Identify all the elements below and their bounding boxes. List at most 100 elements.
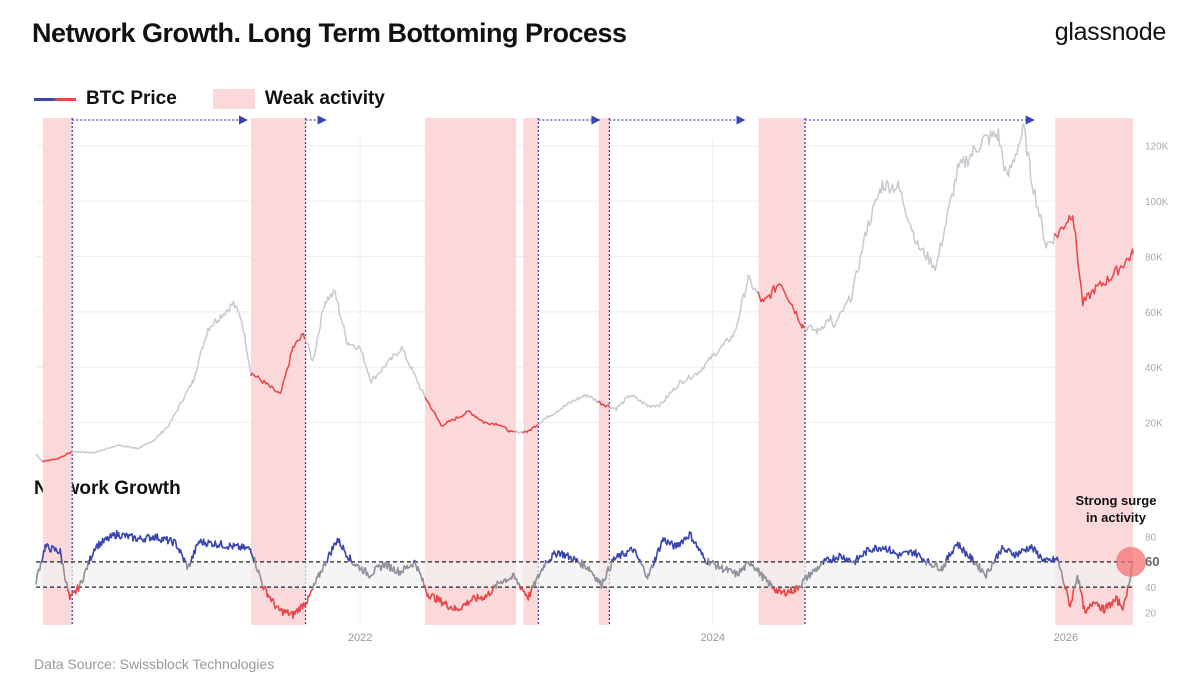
network-growth-segment xyxy=(659,540,663,548)
weak-activity-band xyxy=(758,118,806,625)
network-growth-segment xyxy=(77,585,81,592)
brand-logo: glassnode xyxy=(1054,18,1167,46)
surge-annotation: in activity xyxy=(1086,510,1147,525)
network-growth-segment xyxy=(321,564,325,572)
network-growth-segment xyxy=(619,551,623,560)
network-growth-segment xyxy=(605,570,608,580)
x-tick: 2026 xyxy=(1054,632,1078,644)
price-segment xyxy=(940,238,944,247)
price-segment xyxy=(281,381,285,391)
price-segment xyxy=(288,353,292,366)
price-segment xyxy=(946,205,950,213)
price-segment xyxy=(1089,290,1093,300)
price-segment xyxy=(955,163,959,182)
network-growth-segment xyxy=(1060,570,1064,579)
price-segment xyxy=(196,359,200,370)
network-growth-segment xyxy=(1078,580,1082,591)
price-segment xyxy=(411,366,415,373)
price-segment xyxy=(743,287,747,298)
x-tick: 2022 xyxy=(348,632,372,644)
price-segment xyxy=(702,363,706,370)
price-segment xyxy=(344,333,348,344)
network-growth-segment xyxy=(66,581,69,592)
price-segment xyxy=(769,288,773,299)
price-segment xyxy=(176,404,180,412)
network-growth-segment xyxy=(220,540,223,548)
network-growth-segment xyxy=(1061,577,1065,584)
network-growth-segment xyxy=(790,586,793,594)
surge-highlight xyxy=(1116,546,1146,577)
network-growth-segment xyxy=(801,578,804,585)
weak-activity-band xyxy=(424,118,517,625)
weak-activity-band xyxy=(250,118,306,625)
price-segment xyxy=(1004,166,1008,174)
price-segment xyxy=(902,201,906,209)
price-segment xyxy=(1027,151,1031,161)
price-segment xyxy=(852,276,856,289)
price-segment xyxy=(1071,215,1075,229)
price-segment xyxy=(750,280,754,290)
price-segment xyxy=(866,220,870,234)
price-segment xyxy=(362,353,366,364)
price-segment xyxy=(945,211,949,225)
network-growth-segment xyxy=(318,570,322,578)
price-segment xyxy=(1041,223,1045,240)
network-growth-segment xyxy=(1118,598,1121,606)
network-growth-segment xyxy=(360,566,364,574)
network-growth-segment xyxy=(854,558,858,566)
price-y-tick: 100K xyxy=(1145,197,1169,208)
price-segment xyxy=(1117,268,1121,276)
weak-activity-band xyxy=(523,118,539,625)
price-segment xyxy=(876,194,880,201)
network-growth-segment xyxy=(171,538,175,547)
network-growth-segment xyxy=(1128,575,1132,583)
price-segment xyxy=(729,334,733,342)
price-segment xyxy=(1112,267,1116,275)
price-segment xyxy=(342,324,346,335)
network-growth-segment xyxy=(1100,604,1103,612)
price-segment xyxy=(183,393,187,400)
price-segment xyxy=(248,362,252,372)
price-segment xyxy=(1077,267,1081,279)
price-segment xyxy=(922,247,926,259)
network-growth-segment xyxy=(655,549,659,557)
price-y-tick: 80K xyxy=(1145,252,1163,263)
network-growth-segment xyxy=(958,542,962,550)
price-segment xyxy=(897,185,901,193)
price-segment xyxy=(168,420,172,428)
network-growth-segment xyxy=(349,554,352,562)
network-growth-segment xyxy=(422,577,425,587)
network-growth-segment xyxy=(1069,600,1072,608)
legend-weak-label: Weak activity xyxy=(264,88,385,109)
network-growth-segment xyxy=(1083,605,1086,614)
ng-y-tick: 80 xyxy=(1145,533,1157,544)
network-growth-segment xyxy=(1065,587,1069,594)
network-growth-segment xyxy=(314,576,318,584)
price-segment xyxy=(1023,124,1027,132)
network-growth-segment xyxy=(862,550,865,557)
price-segment xyxy=(938,242,942,257)
network-growth-segment xyxy=(298,604,302,613)
price-segment xyxy=(313,348,317,358)
price-segment xyxy=(1028,158,1032,180)
legend-price-label: BTC Price xyxy=(86,88,177,109)
network-growth-segment xyxy=(936,564,939,571)
legend-weak-swatch xyxy=(212,89,255,109)
price-segment xyxy=(1093,284,1097,295)
network-growth-segment xyxy=(194,544,197,555)
network-growth-segment xyxy=(1067,597,1071,607)
price-segment xyxy=(1123,261,1127,268)
price-segment xyxy=(195,367,199,374)
network-growth-segment xyxy=(445,600,448,608)
price-segment xyxy=(870,206,874,223)
price-segment xyxy=(1001,155,1005,172)
price-segment xyxy=(943,222,947,230)
network-growth-segment xyxy=(1123,598,1126,605)
price-segment xyxy=(415,376,419,384)
price-segment xyxy=(887,182,891,194)
price-segment xyxy=(862,231,866,243)
network-growth-segment xyxy=(695,541,698,548)
price-segment xyxy=(199,347,203,355)
x-tick: 2024 xyxy=(701,632,725,644)
price-segment xyxy=(1082,296,1085,307)
